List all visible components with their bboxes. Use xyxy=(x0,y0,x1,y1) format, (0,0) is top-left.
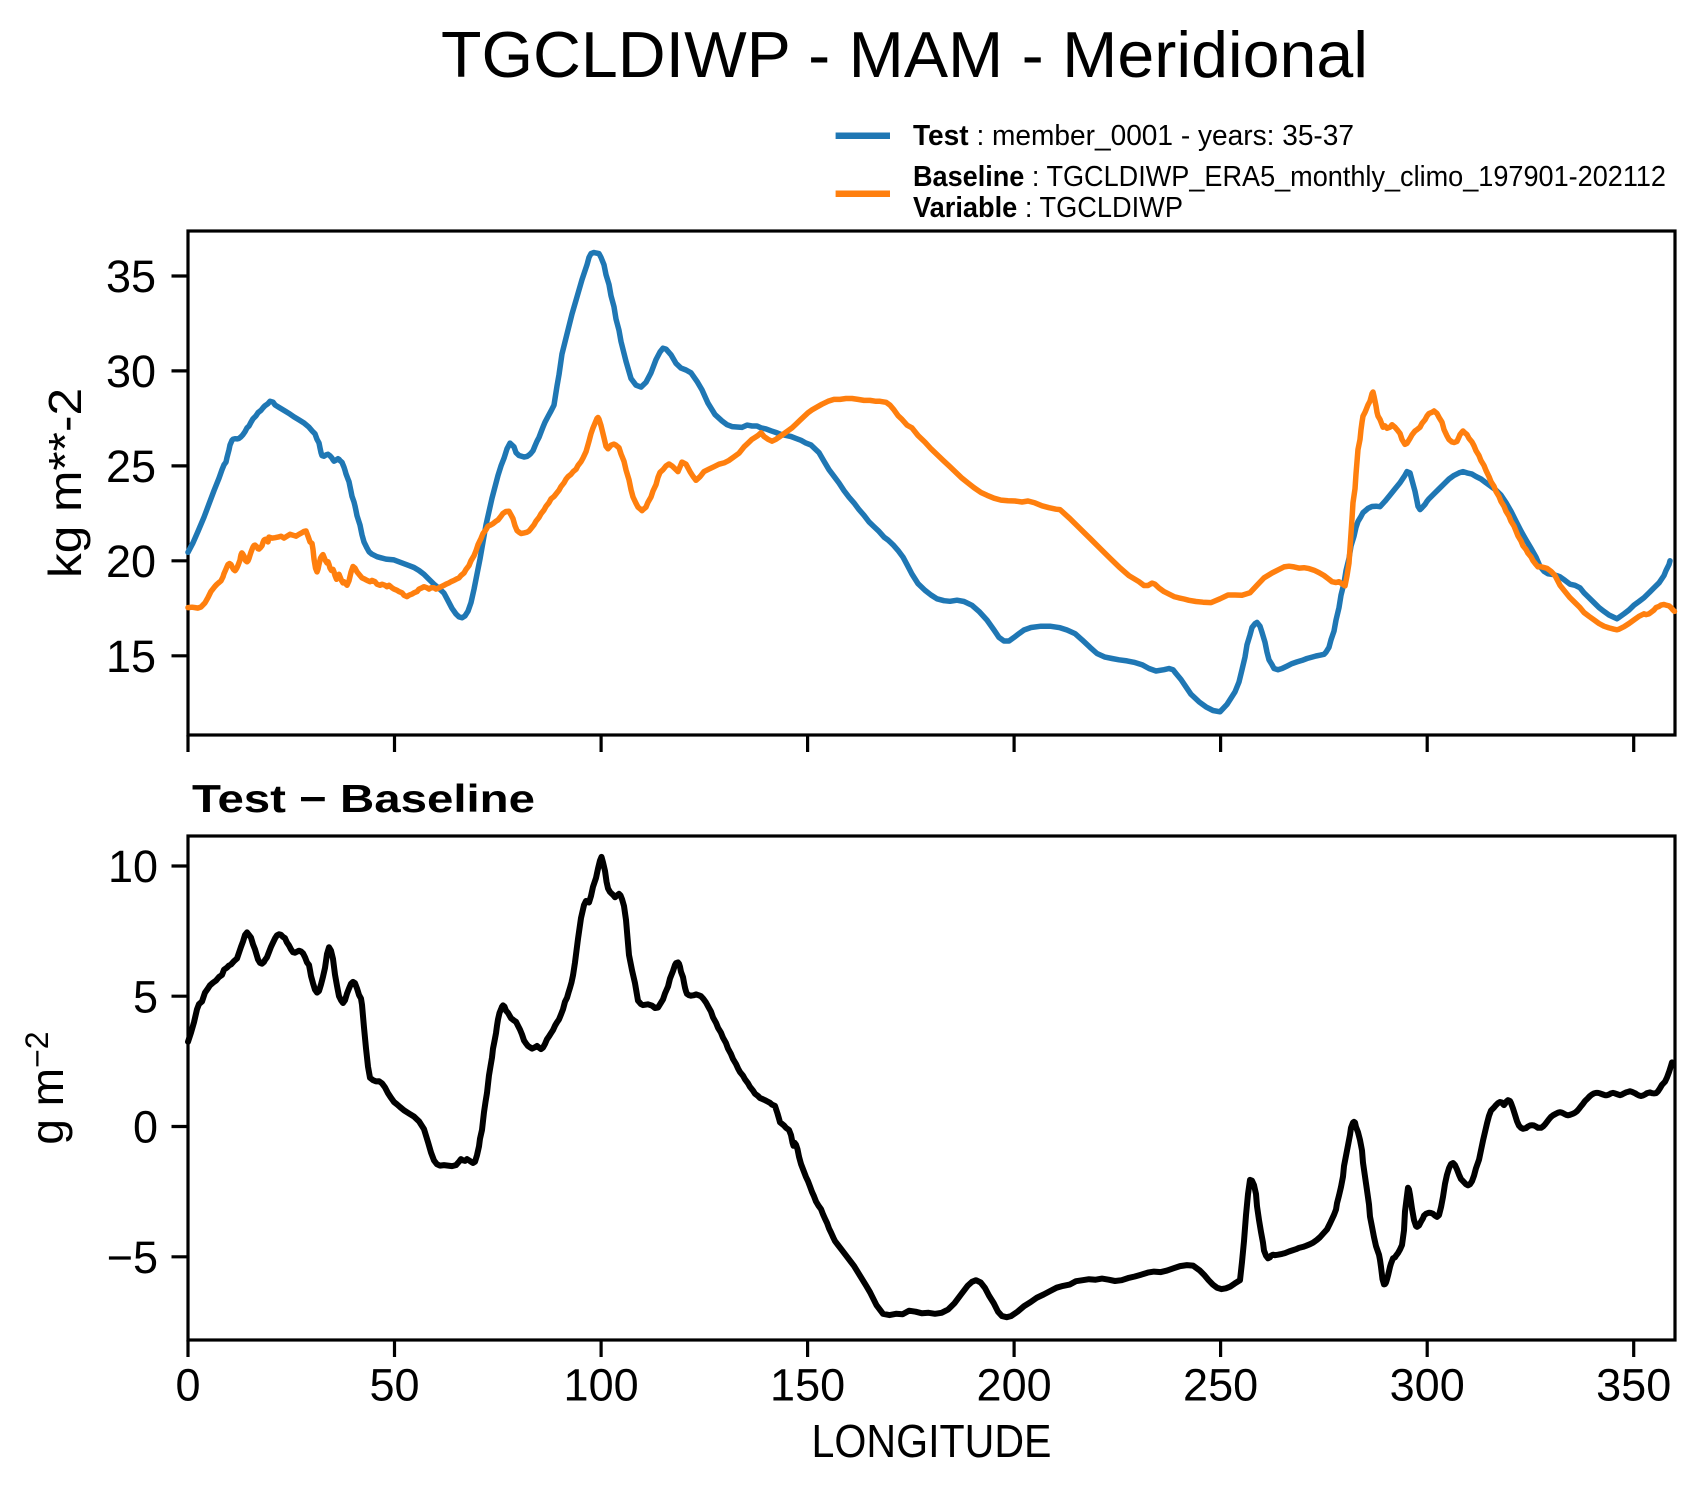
svg-text:30: 30 xyxy=(106,346,156,397)
svg-text:300: 300 xyxy=(1390,1360,1465,1411)
svg-text:kg m**-2: kg m**-2 xyxy=(39,388,91,578)
svg-text:250: 250 xyxy=(1183,1360,1258,1411)
svg-text:50: 50 xyxy=(369,1360,419,1411)
svg-text:−5: −5 xyxy=(107,1232,158,1283)
svg-text:Variable : TGCLDIWP: Variable : TGCLDIWP xyxy=(913,192,1183,224)
svg-text:15: 15 xyxy=(106,631,156,682)
svg-text:0: 0 xyxy=(133,1102,158,1153)
svg-text:20: 20 xyxy=(106,536,156,587)
svg-text:150: 150 xyxy=(770,1360,845,1411)
svg-text:25: 25 xyxy=(106,441,156,492)
svg-text:0: 0 xyxy=(175,1360,200,1411)
svg-text:TGCLDIWP - MAM - Meridional: TGCLDIWP - MAM - Meridional xyxy=(441,18,1368,91)
svg-text:35: 35 xyxy=(106,251,156,302)
svg-text:100: 100 xyxy=(564,1360,639,1411)
svg-text:350: 350 xyxy=(1596,1360,1671,1411)
svg-text:Baseline : TGCLDIWP_ERA5_month: Baseline : TGCLDIWP_ERA5_monthly_climo_1… xyxy=(913,161,1666,193)
svg-text:Test : member_0001 - years: 35: Test : member_0001 - years: 35-37 xyxy=(913,120,1354,152)
svg-text:LONGITUDE: LONGITUDE xyxy=(812,1415,1052,1467)
svg-text:200: 200 xyxy=(977,1360,1052,1411)
svg-text:5: 5 xyxy=(133,971,158,1022)
svg-text:10: 10 xyxy=(108,841,158,892)
svg-text:Test − Baseline: Test − Baseline xyxy=(192,778,535,821)
